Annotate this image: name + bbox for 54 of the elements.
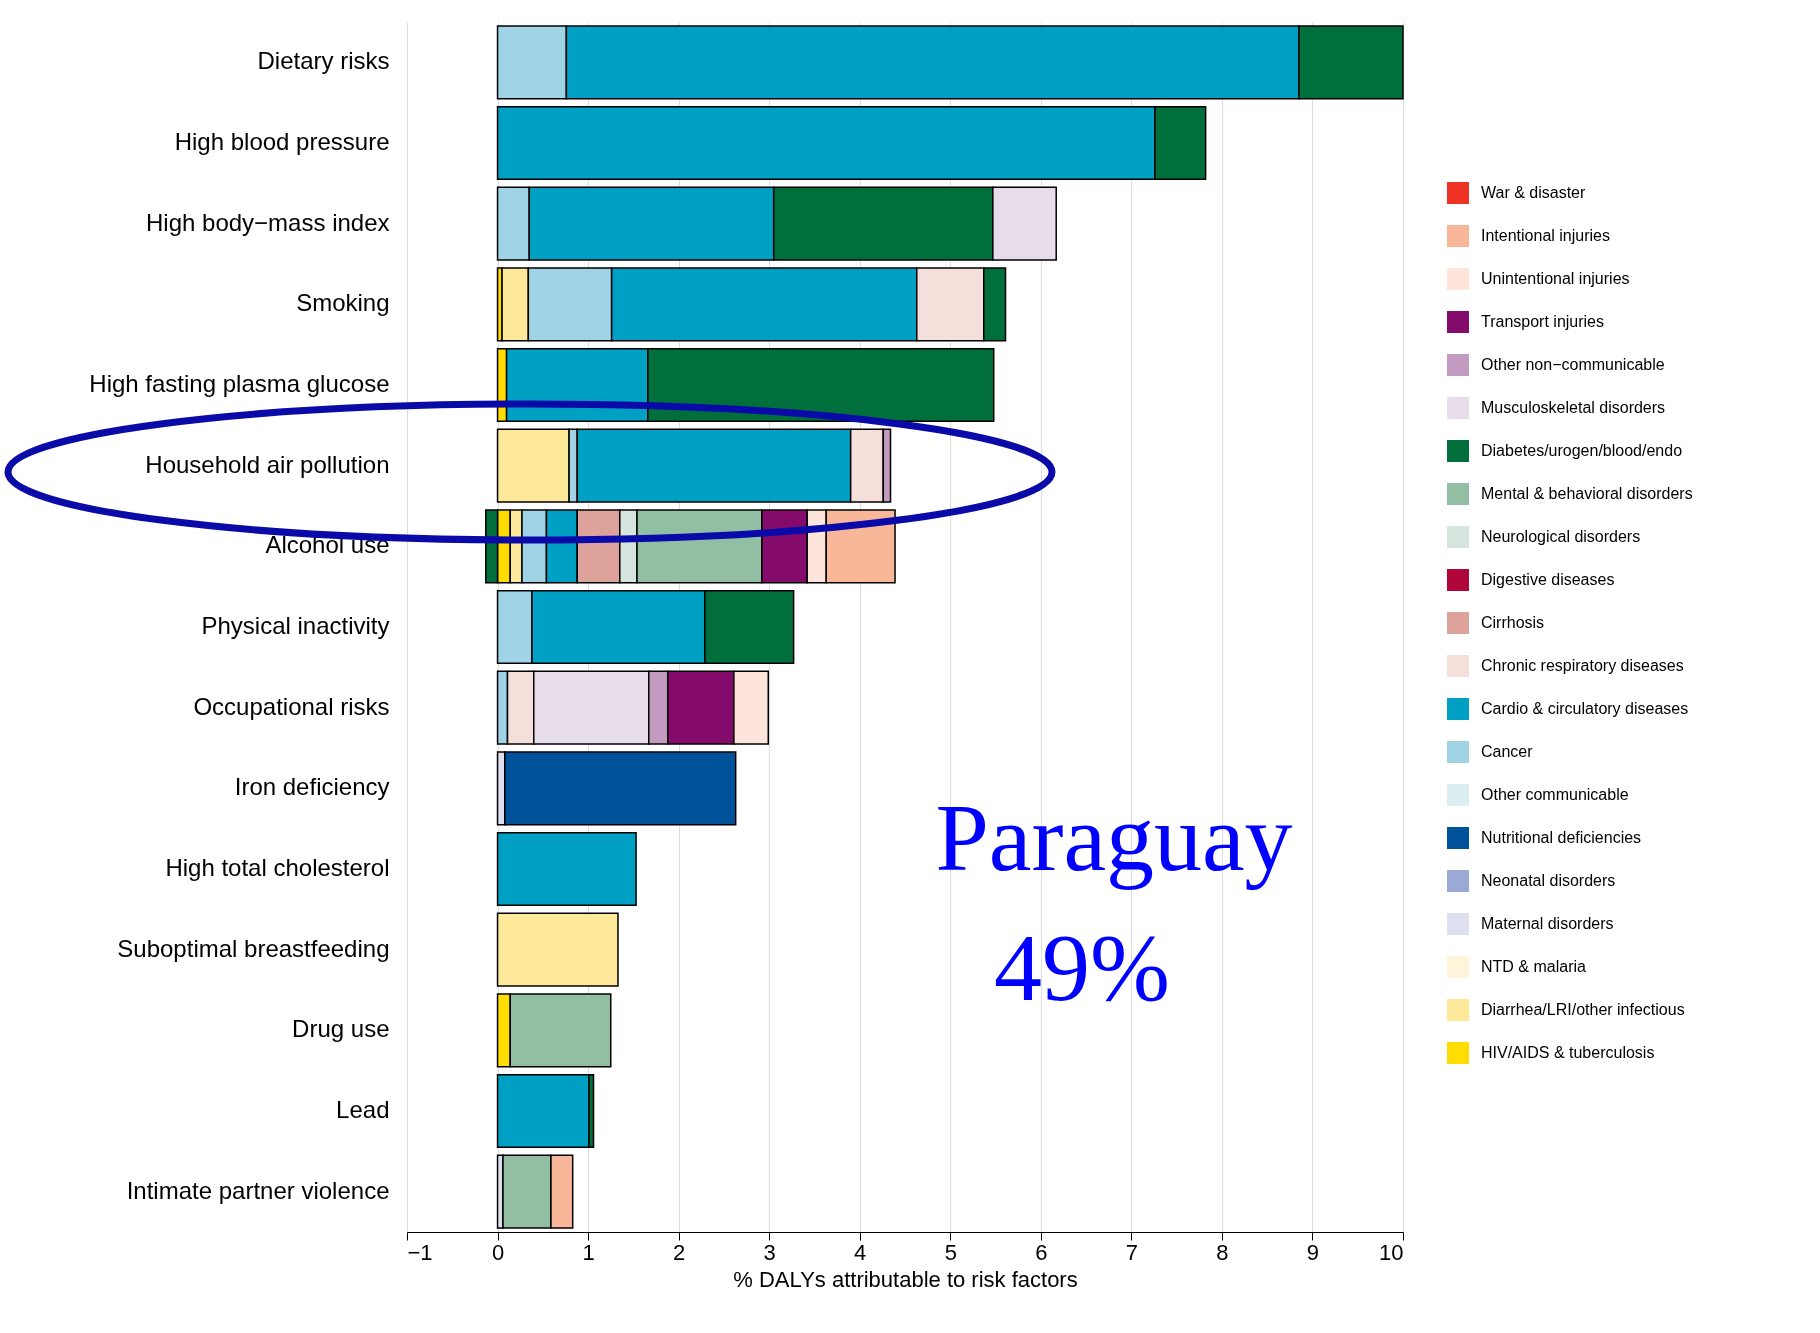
y-tick-label: Intimate partner violence — [126, 1176, 390, 1204]
annotation: Paraguay — [935, 784, 1293, 891]
x-tick-label: 5 — [944, 1239, 957, 1265]
y-tick-label: Alcohol use — [265, 531, 390, 559]
x-tick-label: 6 — [1035, 1239, 1048, 1265]
x-tick-label: 4 — [854, 1239, 867, 1265]
y-tick-label: High total cholesterol — [165, 854, 390, 881]
legend-label: Cancer — [1481, 743, 1534, 760]
y-tick-label: Smoking — [296, 289, 390, 317]
y-tick-label: Household air pollution — [145, 450, 390, 478]
x-tick-label: 2 — [673, 1239, 686, 1265]
legend-label: Other non−communicable — [1481, 356, 1665, 373]
legend-label: Cardio & circulatory diseases — [1481, 700, 1689, 717]
x-tick-label: 0 — [491, 1239, 505, 1265]
bar — [496, 831, 637, 907]
legend-label: Diabetes/urogen/blood/endo — [1481, 442, 1683, 459]
legend-label: Other communicable — [1481, 786, 1629, 803]
legend-label: Intentional injuries — [1481, 227, 1610, 244]
x-tick-label: −1 — [407, 1239, 433, 1265]
bar — [496, 1073, 590, 1149]
x-tick-label: 8 — [1216, 1239, 1229, 1265]
legend-label: HIV/AIDS & tuberculosis — [1481, 1044, 1655, 1061]
legend-label: Neonatal disorders — [1481, 872, 1616, 889]
legend-label: Digestive diseases — [1481, 571, 1615, 588]
x-tick-label: 9 — [1306, 1239, 1320, 1265]
y-tick-label: Suboptimal breastfeeding — [117, 934, 390, 962]
legend-label: NTD & malaria — [1481, 958, 1587, 975]
x-tick-label: 7 — [1125, 1239, 1138, 1265]
legend-label: Nutritional deficiencies — [1481, 829, 1642, 846]
annotation: 49% — [994, 914, 1170, 1021]
x-tick-label: 1 — [582, 1239, 595, 1265]
legend-label: Chronic respiratory diseases — [1481, 657, 1684, 674]
legend-label: Transport injuries — [1481, 313, 1605, 330]
y-tick-label: High blood pressure — [174, 128, 390, 155]
x-tick-label: 3 — [763, 1239, 776, 1265]
bar — [496, 912, 619, 987]
y-tick-label: High fasting plasma glucose — [89, 370, 390, 397]
legend-label: Musculoskeletal disorders — [1481, 399, 1666, 416]
y-tick-label: Dietary risks — [257, 47, 390, 75]
legend-label: Neurological disorders — [1481, 528, 1641, 545]
x-tick-label: 10 — [1379, 1239, 1404, 1265]
legend-label: Mental & behavioral disorders — [1481, 485, 1693, 502]
legend-label: Cirrhosis — [1481, 614, 1545, 631]
legend-label: Maternal disorders — [1481, 915, 1614, 932]
legend-label: Diarrhea/LRI/other infectious — [1481, 1001, 1685, 1018]
y-tick-label: High body−mass index — [146, 208, 390, 236]
y-tick-label: Occupational risks — [193, 692, 390, 720]
legend-label: War & disaster — [1481, 184, 1586, 201]
y-tick-label: Iron deficiency — [234, 773, 390, 801]
y-tick-label: Lead — [336, 1096, 390, 1123]
y-tick-label: Physical inactivity — [201, 612, 390, 639]
legend-label: Unintentional injuries — [1481, 270, 1630, 287]
x-axis-title: % DALYs attributable to risk factors — [733, 1266, 1078, 1292]
y-tick-label: Drug use — [292, 1015, 390, 1043]
